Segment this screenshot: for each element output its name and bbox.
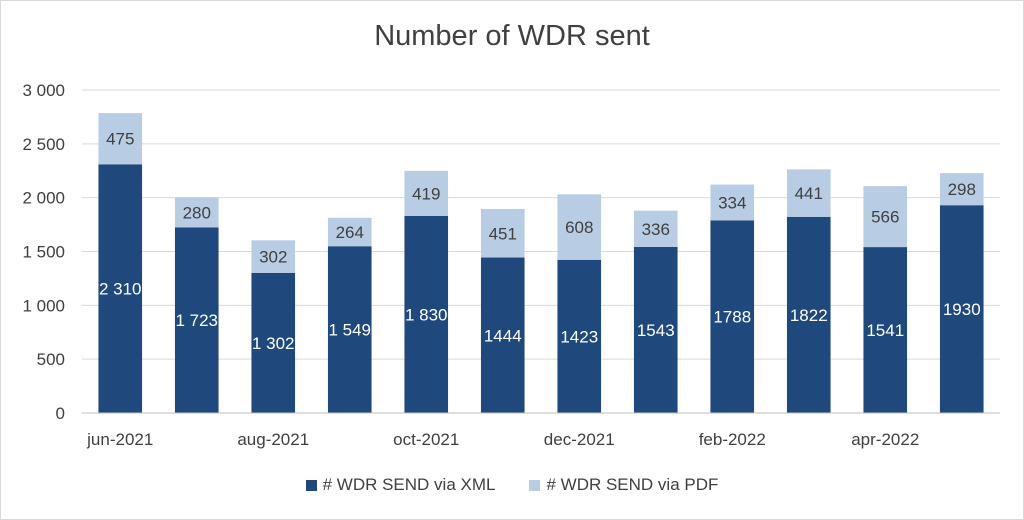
data-label-pdf: 566 bbox=[871, 208, 899, 227]
data-label-xml: 1788 bbox=[713, 308, 751, 327]
data-label-xml: 1541 bbox=[866, 321, 904, 340]
bar-pdf bbox=[557, 194, 602, 260]
y-tick-label: 1 000 bbox=[22, 296, 65, 315]
data-label-xml: 1444 bbox=[484, 326, 522, 345]
bar-xml bbox=[710, 220, 755, 413]
data-label-xml: 1423 bbox=[560, 327, 598, 346]
bar-pdf bbox=[863, 186, 908, 248]
data-label-xml: 1 549 bbox=[328, 321, 371, 340]
legend-item-pdf: # WDR SEND via PDF bbox=[529, 475, 718, 495]
bar-pdf bbox=[404, 170, 449, 216]
data-label-xml: 1 723 bbox=[175, 311, 218, 330]
bar-pdf bbox=[98, 113, 143, 165]
data-label-pdf: 419 bbox=[412, 184, 440, 203]
x-tick-label: dec-2021 bbox=[544, 430, 615, 449]
y-tick-label: 0 bbox=[56, 404, 65, 423]
data-label-pdf: 264 bbox=[336, 223, 364, 242]
bar-xml bbox=[557, 259, 602, 413]
data-label-pdf: 334 bbox=[718, 194, 746, 213]
bar-xml bbox=[251, 272, 296, 413]
data-label-xml: 1543 bbox=[637, 321, 675, 340]
bar-xml bbox=[786, 216, 831, 413]
bar-pdf bbox=[327, 217, 372, 247]
x-tick-label: apr-2022 bbox=[851, 430, 919, 449]
bar-xml bbox=[633, 246, 678, 413]
data-label-xml: 1 830 bbox=[405, 305, 448, 324]
data-label-pdf: 451 bbox=[489, 224, 517, 243]
y-tick-label: 1 500 bbox=[22, 243, 65, 262]
x-tick-label: jun-2021 bbox=[86, 430, 153, 449]
data-label-xml: 1822 bbox=[790, 306, 828, 325]
x-tick-label: oct-2021 bbox=[393, 430, 459, 449]
bar-xml bbox=[480, 257, 525, 413]
data-label-xml: 1930 bbox=[943, 300, 981, 319]
data-label-pdf: 441 bbox=[795, 184, 823, 203]
bar-xml bbox=[98, 164, 143, 413]
legend-swatch-pdf bbox=[529, 479, 541, 491]
bar-pdf bbox=[251, 240, 296, 273]
bar-pdf bbox=[939, 173, 984, 206]
data-label-xml: 2 310 bbox=[99, 280, 142, 299]
bar-xml bbox=[174, 227, 219, 413]
data-label-pdf: 336 bbox=[642, 220, 670, 239]
legend-item-xml: # WDR SEND via XML bbox=[305, 475, 496, 495]
legend-swatch-xml bbox=[305, 479, 317, 491]
legend-label-pdf: # WDR SEND via PDF bbox=[546, 475, 719, 494]
chart-legend: # WDR SEND via XML # WDR SEND via PDF bbox=[0, 475, 1024, 495]
legend-label-xml: # WDR SEND via XML bbox=[322, 475, 496, 494]
bar-xml bbox=[327, 246, 372, 413]
x-tick-label: feb-2022 bbox=[699, 430, 766, 449]
y-tick-label: 500 bbox=[37, 350, 65, 369]
bar-pdf bbox=[633, 210, 678, 247]
data-label-pdf: 298 bbox=[948, 180, 976, 199]
bar-pdf bbox=[710, 184, 755, 221]
data-label-xml: 1 302 bbox=[252, 334, 295, 353]
bar-pdf bbox=[480, 208, 525, 258]
bar-xml bbox=[863, 247, 908, 413]
data-label-pdf: 475 bbox=[106, 130, 134, 149]
y-tick-label: 3 000 bbox=[22, 81, 65, 100]
data-label-pdf: 280 bbox=[183, 203, 211, 222]
data-label-pdf: 608 bbox=[565, 218, 593, 237]
data-label-pdf: 302 bbox=[259, 248, 287, 267]
bar-xml bbox=[939, 205, 984, 413]
bar-pdf bbox=[174, 197, 219, 228]
x-tick-label: aug-2021 bbox=[237, 430, 309, 449]
chart-title: Number of WDR sent bbox=[374, 20, 650, 52]
bar-pdf bbox=[786, 169, 831, 217]
y-tick-label: 2 000 bbox=[22, 189, 65, 208]
bar-xml bbox=[404, 215, 449, 413]
y-tick-label: 2 500 bbox=[22, 135, 65, 154]
